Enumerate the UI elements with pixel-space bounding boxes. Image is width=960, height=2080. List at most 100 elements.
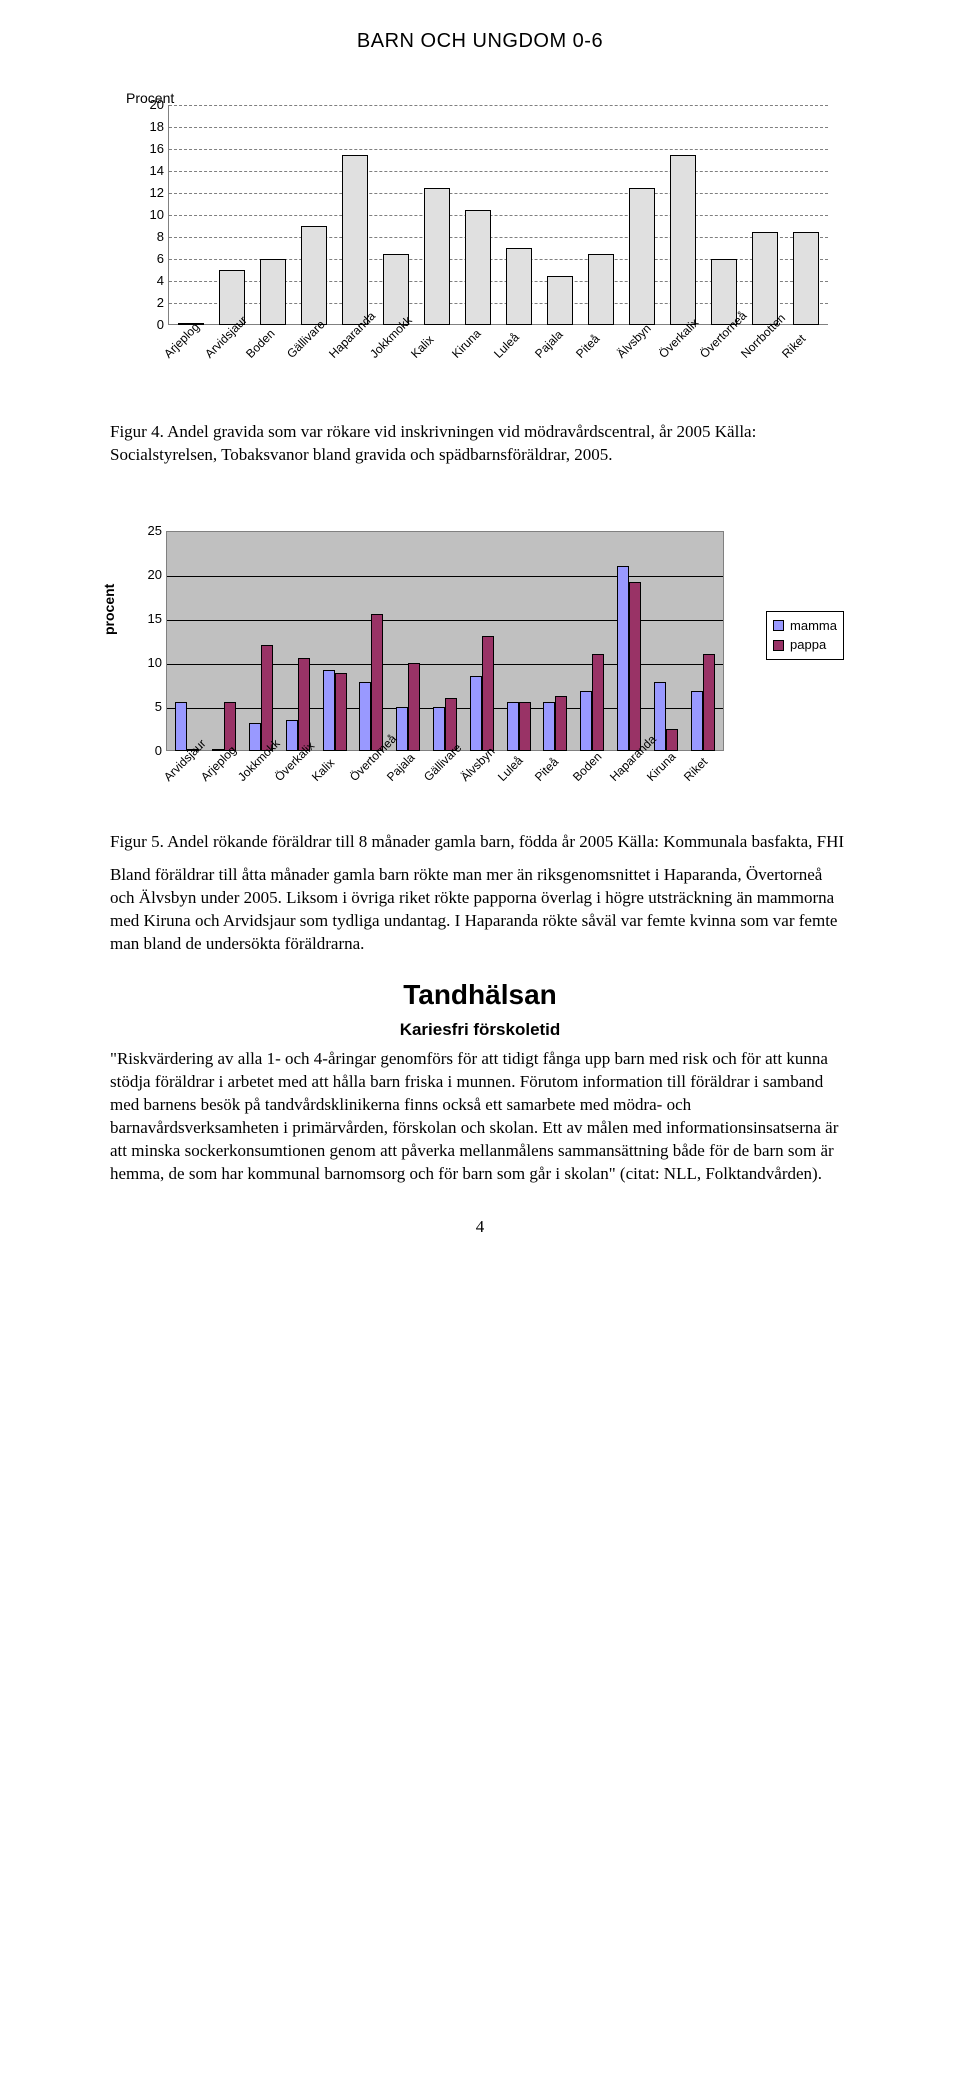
chart2-bar-mamma <box>691 691 703 751</box>
chart2-bar-mamma <box>359 682 371 751</box>
chart2-x-label: Luleå <box>495 756 523 784</box>
chart1-bar <box>670 155 696 326</box>
chart1-ytick: 4 <box>146 272 164 290</box>
chart2-bar-pappa <box>666 729 678 751</box>
chart2-bar-pappa <box>298 658 310 750</box>
chart2-x-label: Haparanda <box>606 756 634 784</box>
chart1-x-label: Älvsbyn <box>614 332 644 362</box>
chart2-ytick: 5 <box>144 698 162 716</box>
chart1-ytick: 12 <box>146 184 164 202</box>
fig5-caption: Figur 5. Andel rökande föräldrar till 8 … <box>110 831 850 854</box>
legend-row-pappa: pappa <box>773 635 837 655</box>
chart1-ytick: 18 <box>146 118 164 136</box>
chart2-bar-mamma <box>396 707 408 751</box>
chart1-x-label: Riket <box>779 332 809 362</box>
chart1-bar <box>629 188 655 326</box>
body-para-2: "Riskvärdering av alla 1- och 4-åringar … <box>110 1048 850 1186</box>
chart2-bar-group <box>396 663 420 751</box>
chart1-x-label: Överkalix <box>655 332 685 362</box>
chart2-bar-pappa <box>555 696 567 751</box>
chart1-x-label: Övertorneå <box>696 332 726 362</box>
chart1-x-label: Luleå <box>490 332 520 362</box>
page-number: 4 <box>110 1216 850 1239</box>
chart1-bar <box>260 259 286 325</box>
chart1-x-label: Gällivare <box>284 332 314 362</box>
legend-row-mamma: mamma <box>773 616 837 636</box>
chart2-bar-group <box>359 614 383 750</box>
chart2-bar-pappa <box>519 702 531 750</box>
chart2-bar-mamma <box>617 566 629 751</box>
chart2-bar-pappa <box>371 614 383 750</box>
chart2-x-label: Arjeplog <box>197 756 225 784</box>
chart2-ytick: 0 <box>144 742 162 760</box>
legend-label-mamma: mamma <box>790 617 837 635</box>
chart1-bar <box>465 210 491 326</box>
chart1-ytick: 14 <box>146 162 164 180</box>
chart2-x-label: Kiruna <box>643 756 671 784</box>
chart2-bar-mamma <box>507 702 519 750</box>
chart2-bar-mamma <box>433 707 445 751</box>
chart2-x-label: Övertorneå <box>346 756 374 784</box>
chart2-bar-group <box>691 654 715 751</box>
chart1-x-label: Arvidsjaur <box>201 332 231 362</box>
chart2-bar-group <box>323 670 347 751</box>
chart1-x-label: Kiruna <box>449 332 479 362</box>
chart2-x-label: Boden <box>569 756 597 784</box>
chart1-x-label: Norrbotten <box>738 332 768 362</box>
chart2-bar-groups <box>166 531 724 751</box>
chart2-bar-pappa <box>408 663 420 751</box>
chart2-x-label: Gällivare <box>420 756 448 784</box>
legend-swatch-mamma <box>773 620 784 631</box>
chart2-bar-mamma <box>580 691 592 751</box>
chart2-bar-group <box>543 696 567 751</box>
chart1-bar <box>506 248 532 325</box>
legend-swatch-pappa <box>773 640 784 651</box>
chart1-ytick: 16 <box>146 140 164 158</box>
chart1-x-label: Haparanda <box>325 332 355 362</box>
chart1-bar <box>588 254 614 326</box>
subsection-title: Kariesfri förskoletid <box>110 1019 850 1042</box>
chart1-ytick: 10 <box>146 206 164 224</box>
chart2-legend: mamma pappa <box>766 611 844 660</box>
chart2-x-label: Arvidsjaur <box>160 756 188 784</box>
chart2-x-label: Piteå <box>532 756 560 784</box>
chart2-bar-pappa <box>592 654 604 751</box>
chart2-x-label: Älvsbyn <box>457 756 485 784</box>
chart1-bar <box>752 232 778 326</box>
chart1-ytick: 8 <box>146 228 164 246</box>
chart1-bar <box>793 232 819 326</box>
chart2-ytick: 25 <box>144 522 162 540</box>
chart-fig4: Procent 02468101214161820 ArjeplogArvids… <box>120 93 840 393</box>
chart1-x-label: Boden <box>243 332 273 362</box>
chart1-x-label: Kalix <box>408 332 438 362</box>
chart2-bar-mamma <box>175 702 187 750</box>
chart1-x-label: Piteå <box>573 332 603 362</box>
chart2-x-labels: ArvidsjaurArjeplogJokkmokkÖverkalixKalix… <box>166 755 724 771</box>
chart1-bar <box>342 155 368 326</box>
chart2-bar-group <box>212 702 236 750</box>
page-header: BARN OCH UNGDOM 0-6 <box>110 28 850 55</box>
chart-fig5: procent 0510152025 ArvidsjaurArjeplogJok… <box>120 523 840 803</box>
chart1-bars <box>168 105 828 325</box>
chart1-bar <box>547 276 573 326</box>
chart2-bar-pappa <box>335 673 347 750</box>
chart2-x-label: Pajala <box>383 756 411 784</box>
chart1-x-label: Pajala <box>531 332 561 362</box>
chart1-x-label: Arjeplog <box>160 332 190 362</box>
chart1-ytick: 2 <box>146 294 164 312</box>
chart1-x-label: Jokkmokk <box>366 332 396 362</box>
chart2-bar-pappa <box>261 645 273 751</box>
chart2-bar-group <box>286 658 310 750</box>
chart2-x-label: Jokkmokk <box>234 756 262 784</box>
section-title: Tandhälsan <box>110 976 850 1014</box>
chart2-x-label: Överkalix <box>271 756 299 784</box>
chart1-bar <box>301 226 327 325</box>
legend-label-pappa: pappa <box>790 636 826 654</box>
fig4-caption: Figur 4. Andel gravida som var rökare vi… <box>110 421 850 467</box>
chart1-bar <box>424 188 450 326</box>
chart2-x-label: Riket <box>680 756 708 784</box>
chart2-ytick: 10 <box>144 654 162 672</box>
chart2-bar-group <box>580 654 604 751</box>
chart2-x-label: Kalix <box>309 756 337 784</box>
body-para-1: Bland föräldrar till åtta månader gamla … <box>110 864 850 956</box>
